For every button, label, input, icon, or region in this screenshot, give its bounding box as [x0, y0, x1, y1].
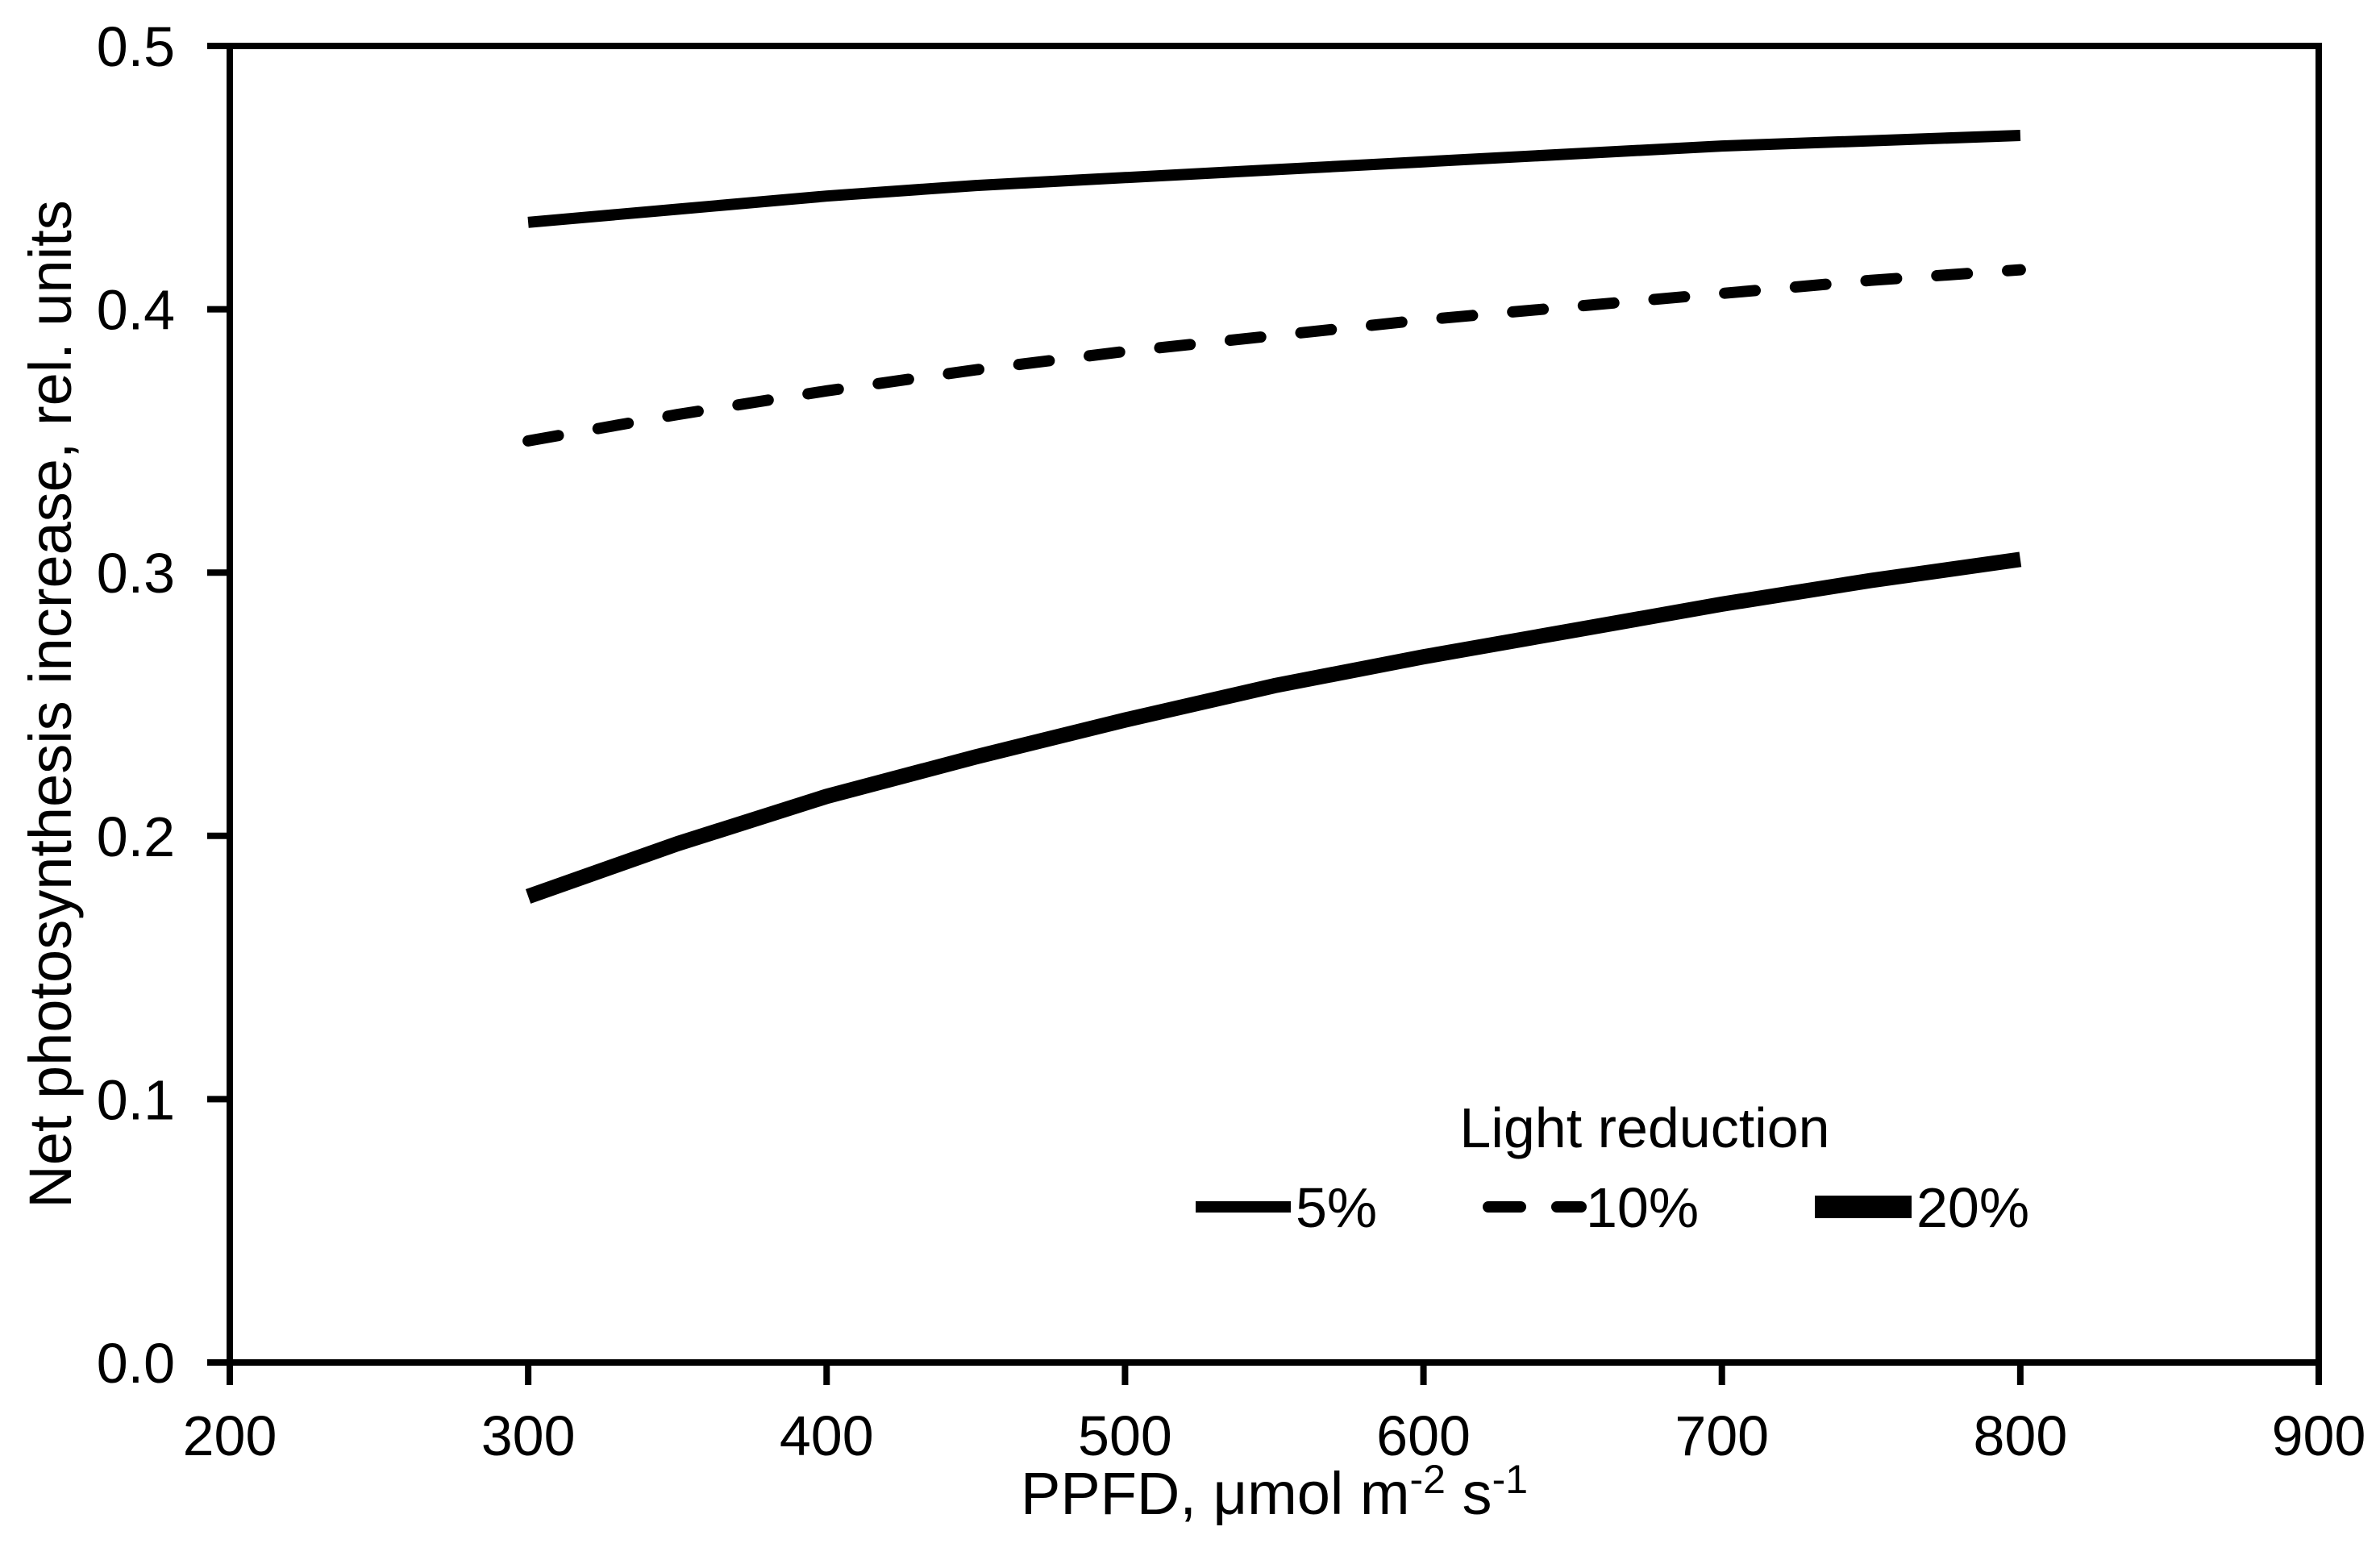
x-tick-label: 200 [183, 1404, 277, 1467]
x-axis-title: PPFD, μmol m-2 s-1 [1021, 1457, 1528, 1527]
series-line-5% [527, 130, 2021, 228]
x-tick-label: 500 [1078, 1404, 1172, 1467]
plot-frame [227, 43, 2322, 1366]
y-tick-label: 0.4 [97, 279, 175, 342]
series-line-20% [525, 551, 2022, 904]
x-axis-title-part: PPFD, μmol m [1021, 1460, 1410, 1527]
y-tick-label: 0.3 [97, 542, 175, 605]
x-axis-title-part: s [1446, 1460, 1492, 1527]
x-tick-label: 600 [1376, 1404, 1471, 1467]
y-tick-label: 0.1 [97, 1068, 175, 1131]
series-line-10% [522, 264, 2026, 447]
y-tick-label: 0.5 [97, 15, 175, 78]
legend-item-label: 5% [1296, 1176, 1377, 1239]
legend-item-label: 20% [1916, 1176, 2029, 1239]
x-tick-label: 900 [2272, 1404, 2366, 1467]
x-tick-label: 400 [780, 1404, 874, 1467]
legend-item-label: 10% [1586, 1176, 1699, 1239]
x-axis-title-superscript: -1 [1492, 1457, 1528, 1502]
x-tick-label: 300 [481, 1404, 576, 1467]
x-axis-title-superscript: -2 [1410, 1457, 1446, 1502]
legend-title: Light reduction [1459, 1096, 1829, 1159]
y-tick-label: 0.2 [97, 805, 175, 868]
y-axis-title: Net photosynthesis increase, rel. units [17, 200, 84, 1208]
y-tick-label: 0.0 [97, 1332, 175, 1395]
x-tick-label: 700 [1675, 1404, 1769, 1467]
x-tick-label: 800 [1973, 1404, 2067, 1467]
